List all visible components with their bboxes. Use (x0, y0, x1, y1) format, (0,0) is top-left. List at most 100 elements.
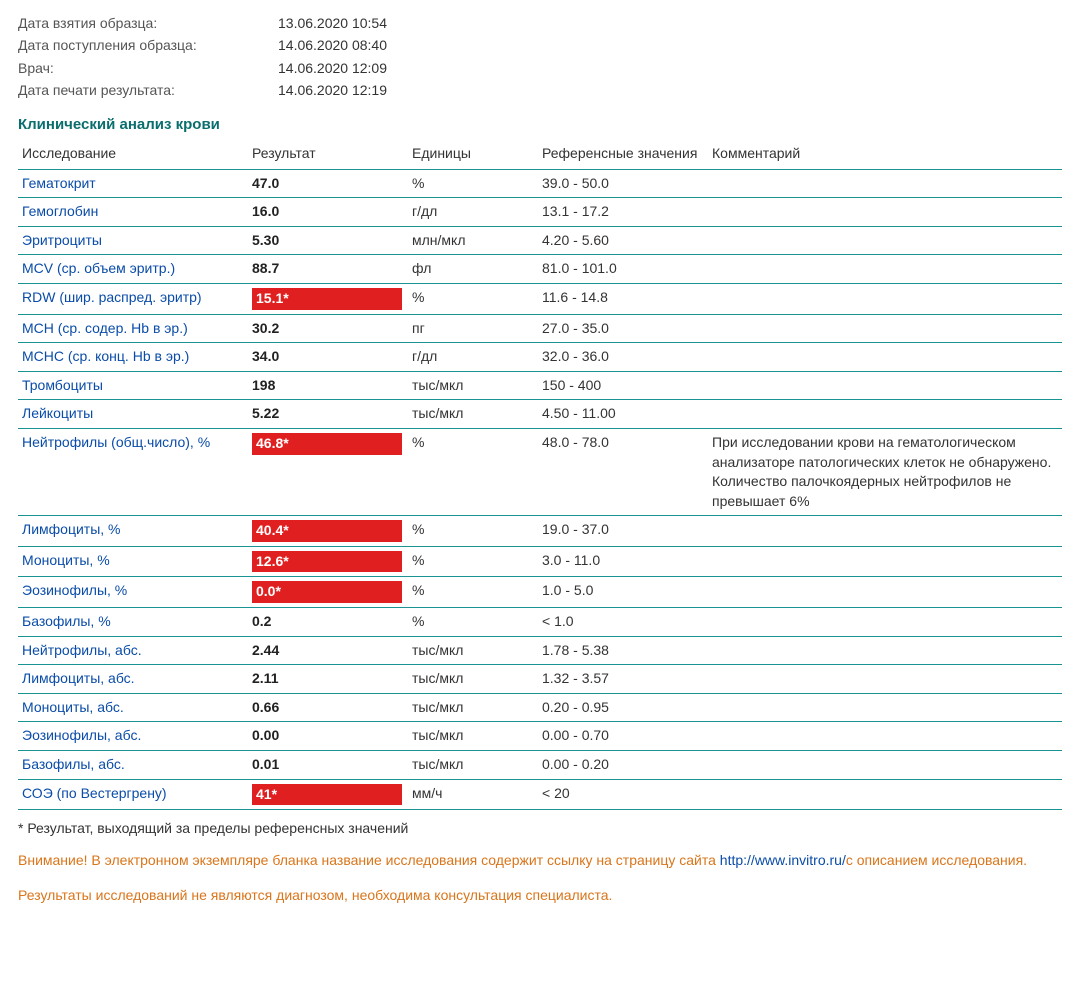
test-name: Нейтрофилы (общ.число), % (18, 428, 248, 515)
comment (708, 722, 1062, 751)
results-table: Исследование Результат Единицы Референсн… (18, 139, 1062, 811)
comment (708, 255, 1062, 284)
units: пг (408, 314, 538, 343)
reference-range: 4.20 - 5.60 (538, 226, 708, 255)
test-name: Эритроциты (18, 226, 248, 255)
table-row: Эозинофилы, %0.0*%1.0 - 5.0 (18, 577, 1062, 608)
result-abnormal: 0.0* (252, 581, 402, 603)
table-row: Лейкоциты5.22тыс/мкл4.50 - 11.00 (18, 400, 1062, 429)
meta-value: 14.06.2020 08:40 (278, 34, 387, 56)
col-units: Единицы (408, 139, 538, 170)
units: % (408, 428, 538, 515)
warning-text-2: с описанием исследования. (846, 852, 1027, 868)
result-cell: 16.0 (248, 198, 408, 227)
col-ref: Референсные значения (538, 139, 708, 170)
units: мм/ч (408, 779, 538, 810)
comment (708, 400, 1062, 429)
comment (708, 665, 1062, 694)
table-row: Нейтрофилы, абс.2.44тыс/мкл1.78 - 5.38 (18, 636, 1062, 665)
result-cell: 46.8* (248, 428, 408, 515)
table-row: Гематокрит47.0%39.0 - 50.0 (18, 169, 1062, 198)
test-name: RDW (шир. распред. эритр) (18, 283, 248, 314)
table-row: Базофилы, абс.0.01 тыс/мкл0.00 - 0.20 (18, 751, 1062, 780)
result-value: 0.2 (252, 613, 271, 629)
table-row: Моноциты, абс.0.66тыс/мкл0.20 - 0.95 (18, 693, 1062, 722)
table-header-row: Исследование Результат Единицы Референсн… (18, 139, 1062, 170)
table-row: СОЭ (по Вестергрену)41*мм/ч< 20 (18, 779, 1062, 810)
result-cell: 40.4* (248, 516, 408, 547)
result-cell: 2.44 (248, 636, 408, 665)
section-title: Клинический анализ крови (18, 116, 1062, 133)
meta-label: Врач: (18, 57, 278, 79)
reference-range: 27.0 - 35.0 (538, 314, 708, 343)
result-cell: 34.0 (248, 343, 408, 372)
comment (708, 198, 1062, 227)
table-row: Базофилы, %0.2%< 1.0 (18, 608, 1062, 637)
result-abnormal: 46.8* (252, 433, 402, 455)
reference-range: 0.20 - 0.95 (538, 693, 708, 722)
table-row: Эозинофилы, абс.0.00тыс/мкл0.00 - 0.70 (18, 722, 1062, 751)
test-name: Базофилы, абс. (18, 751, 248, 780)
warning-link[interactable]: http://www.invitro.ru/ (720, 852, 846, 868)
result-cell: 30.2 (248, 314, 408, 343)
reference-range: 1.0 - 5.0 (538, 577, 708, 608)
result-value: 47.0 (252, 175, 279, 191)
reference-range: 11.6 - 14.8 (538, 283, 708, 314)
comment (708, 314, 1062, 343)
units: тыс/мкл (408, 400, 538, 429)
reference-range: 13.1 - 17.2 (538, 198, 708, 227)
result-value: 0.01 (252, 756, 279, 772)
disclaimer: Результаты исследований не являются диаг… (18, 885, 1062, 906)
units: тыс/мкл (408, 371, 538, 400)
test-name: Эозинофилы, абс. (18, 722, 248, 751)
comment (708, 343, 1062, 372)
comment (708, 636, 1062, 665)
comment (708, 693, 1062, 722)
meta-block: Дата взятия образца:13.06.2020 10:54Дата… (18, 12, 1062, 102)
reference-range: 4.50 - 11.00 (538, 400, 708, 429)
test-name: MCV (ср. объем эритр.) (18, 255, 248, 284)
result-cell: 41* (248, 779, 408, 810)
table-row: Лимфоциты, абс.2.11тыс/мкл1.32 - 3.57 (18, 665, 1062, 694)
comment (708, 169, 1062, 198)
test-name: СОЭ (по Вестергрену) (18, 779, 248, 810)
reference-range: 1.32 - 3.57 (538, 665, 708, 694)
meta-label: Дата взятия образца: (18, 12, 278, 34)
meta-label: Дата поступления образца: (18, 34, 278, 56)
test-name: Гемоглобин (18, 198, 248, 227)
units: % (408, 577, 538, 608)
comment (708, 779, 1062, 810)
table-row: Моноциты, %12.6*%3.0 - 11.0 (18, 546, 1062, 577)
units: % (408, 546, 538, 577)
test-name: MCHC (ср. конц. Hb в эр.) (18, 343, 248, 372)
test-name: Эозинофилы, % (18, 577, 248, 608)
result-cell: 5.30 (248, 226, 408, 255)
col-result: Результат (248, 139, 408, 170)
reference-range: 0.00 - 0.20 (538, 751, 708, 780)
units: г/дл (408, 198, 538, 227)
meta-row: Дата поступления образца:14.06.2020 08:4… (18, 34, 1062, 56)
result-cell: 0.01 (248, 751, 408, 780)
result-cell: 88.7 (248, 255, 408, 284)
result-value: 88.7 (252, 260, 279, 276)
result-value: 30.2 (252, 320, 279, 336)
result-cell: 0.2 (248, 608, 408, 637)
units: % (408, 516, 538, 547)
units: тыс/мкл (408, 751, 538, 780)
result-value: 16.0 (252, 203, 279, 219)
test-name: MCH (ср. содер. Hb в эр.) (18, 314, 248, 343)
comment: При исследовании крови на гематологическ… (708, 428, 1062, 515)
units: фл (408, 255, 538, 284)
result-cell: 2.11 (248, 665, 408, 694)
reference-range: 150 - 400 (538, 371, 708, 400)
result-abnormal: 41* (252, 784, 402, 806)
units: % (408, 169, 538, 198)
reference-range: 81.0 - 101.0 (538, 255, 708, 284)
result-cell: 12.6* (248, 546, 408, 577)
result-value: 34.0 (252, 348, 279, 364)
result-cell: 5.22 (248, 400, 408, 429)
reference-range: 39.0 - 50.0 (538, 169, 708, 198)
reference-range: 1.78 - 5.38 (538, 636, 708, 665)
comment (708, 546, 1062, 577)
result-cell: 0.00 (248, 722, 408, 751)
